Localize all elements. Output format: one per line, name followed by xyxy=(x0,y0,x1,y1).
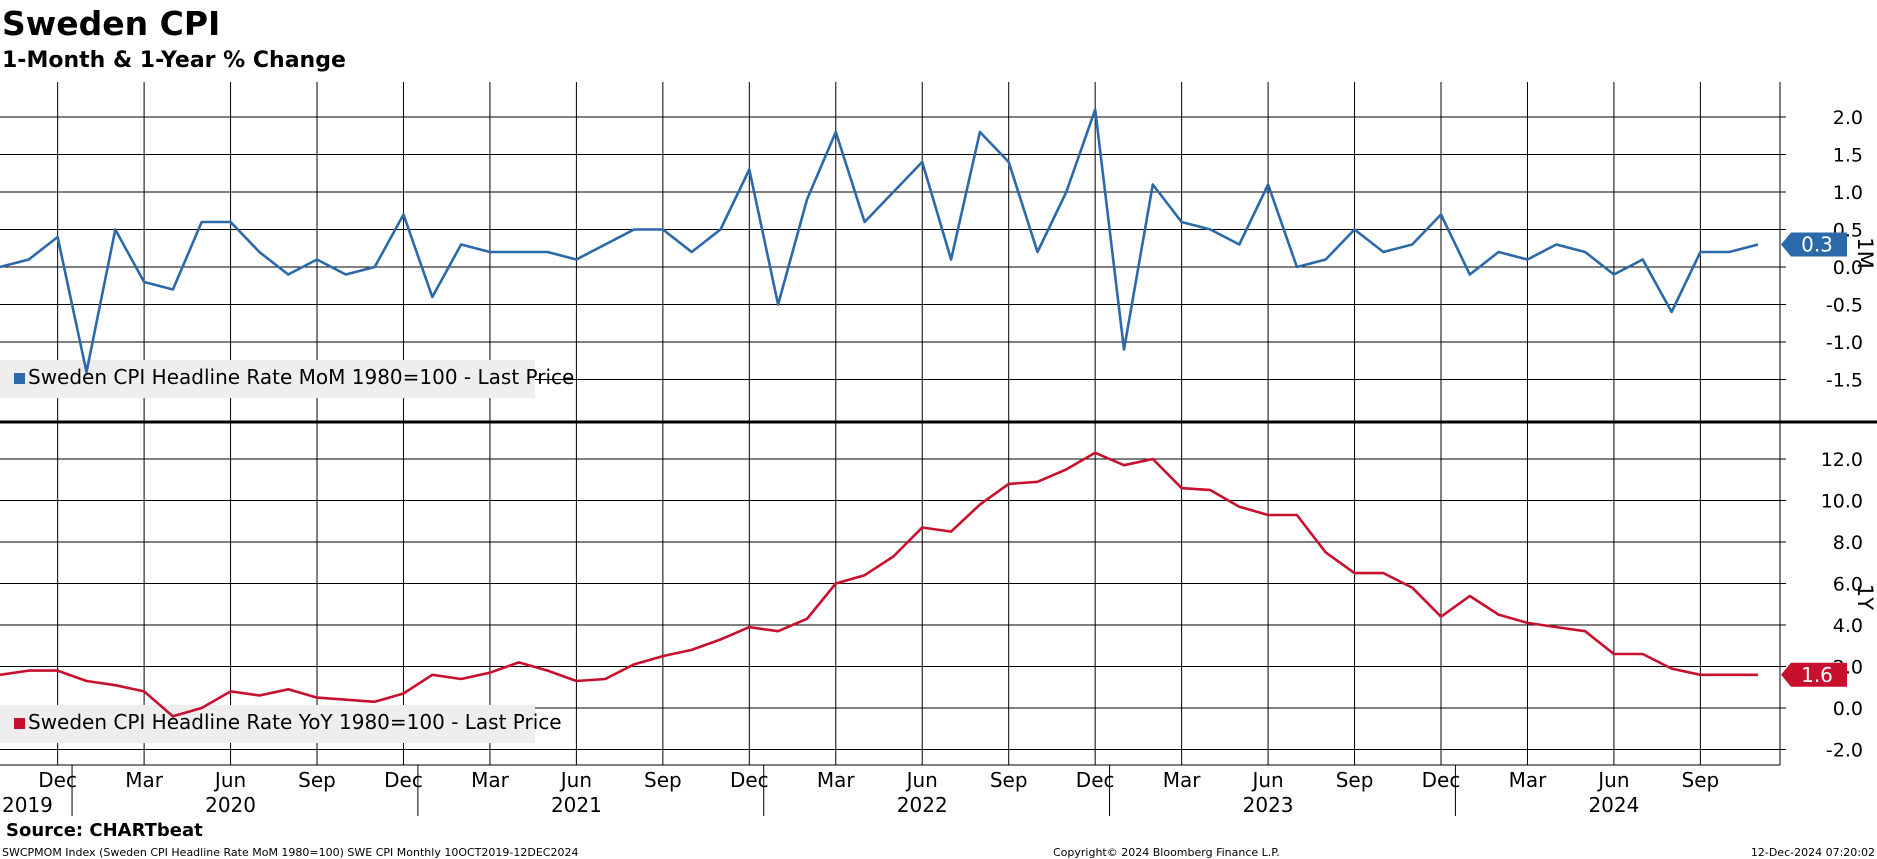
y-tick-label: 0.0 xyxy=(1833,257,1863,279)
x-year-label: 2022 xyxy=(897,793,948,817)
panel-label: 1M xyxy=(1853,237,1877,268)
last-value-label: 0.3 xyxy=(1801,233,1833,257)
last-value-badge xyxy=(1781,232,1847,257)
x-year-label: 2021 xyxy=(551,793,602,817)
x-month-label: Dec xyxy=(730,768,769,792)
x-month-label: Dec xyxy=(1422,768,1461,792)
y-tick-label: 1.0 xyxy=(1833,182,1863,204)
last-value-label: 1.6 xyxy=(1801,663,1833,687)
y-tick-label: 0.0 xyxy=(1833,698,1863,720)
x-year-label: 2024 xyxy=(1588,793,1639,817)
x-month-label: Jun xyxy=(559,768,592,792)
x-month-label: Dec xyxy=(1076,768,1115,792)
last-value-badge xyxy=(1781,662,1847,687)
x-month-label: Sep xyxy=(990,768,1028,792)
legend-box xyxy=(0,705,535,743)
grid xyxy=(0,82,1877,766)
x-month-label: Jun xyxy=(213,768,246,792)
y-tick-label: -1.0 xyxy=(1826,332,1863,354)
y-tick-label: -0.5 xyxy=(1826,295,1863,317)
x-year-label: 2020 xyxy=(205,793,256,817)
x-axis: Dec Mar Jun Sep Dec Mar Jun Sep Dec Mar Jun Sep Dec M… xyxy=(2,765,1719,817)
legend-label: Sweden CPI Headline Rate MoM 1980=100 - … xyxy=(28,365,574,389)
panel-label: 1Y xyxy=(1853,584,1877,610)
x-month-label: Sep xyxy=(1336,768,1374,792)
x-month-label: Dec xyxy=(38,768,77,792)
x-month-label: Jun xyxy=(905,768,938,792)
x-month-label: Mar xyxy=(471,768,510,792)
y-tick-label: 1.5 xyxy=(1833,145,1863,167)
footer-timestamp: 12-Dec-2024 07:20:02 xyxy=(1751,846,1875,859)
y-tick-label: 10.0 xyxy=(1821,491,1863,513)
legend-label: Sweden CPI Headline Rate YoY 1980=100 - … xyxy=(28,710,562,734)
y-tick-label: 2.0 xyxy=(1833,107,1863,129)
x-month-label: Dec xyxy=(384,768,423,792)
footer-copyright: Copyright© 2024 Bloomberg Finance L.P. xyxy=(1053,846,1280,859)
chart-subtitle: 1-Month & 1-Year % Change xyxy=(2,48,346,73)
legend-swatch xyxy=(14,373,25,384)
x-year-label: 2019 xyxy=(2,793,53,817)
footer-index: SWCPMOM Index (Sweden CPI Headline Rate … xyxy=(2,846,578,859)
y-tick-label: -1.5 xyxy=(1826,370,1863,392)
legend-swatch xyxy=(14,718,25,729)
x-month-label: Jun xyxy=(1596,768,1629,792)
legend-box xyxy=(0,360,535,398)
chart-title: Sweden CPI xyxy=(2,4,220,43)
x-month-label: Sep xyxy=(1682,768,1720,792)
y-tick-label: -2.0 xyxy=(1826,740,1863,762)
x-month-label: Jun xyxy=(1250,768,1283,792)
x-month-label: Sep xyxy=(298,768,336,792)
x-month-label: Sep xyxy=(644,768,682,792)
x-month-label: Mar xyxy=(125,768,164,792)
mom-series-line xyxy=(0,108,1759,374)
y-tick-label: 8.0 xyxy=(1833,532,1863,554)
yoy-series-line xyxy=(0,451,1758,718)
x-year-label: 2023 xyxy=(1243,793,1294,817)
y-tick-label: 6.0 xyxy=(1833,574,1863,596)
y-tick-label: 4.0 xyxy=(1833,615,1863,637)
x-month-label: Mar xyxy=(817,768,856,792)
y-tick-label: 12.0 xyxy=(1821,449,1863,471)
x-month-label: Mar xyxy=(1509,768,1548,792)
x-month-label: Mar xyxy=(1163,768,1202,792)
source-label: Source: CHARTbeat xyxy=(6,820,203,841)
